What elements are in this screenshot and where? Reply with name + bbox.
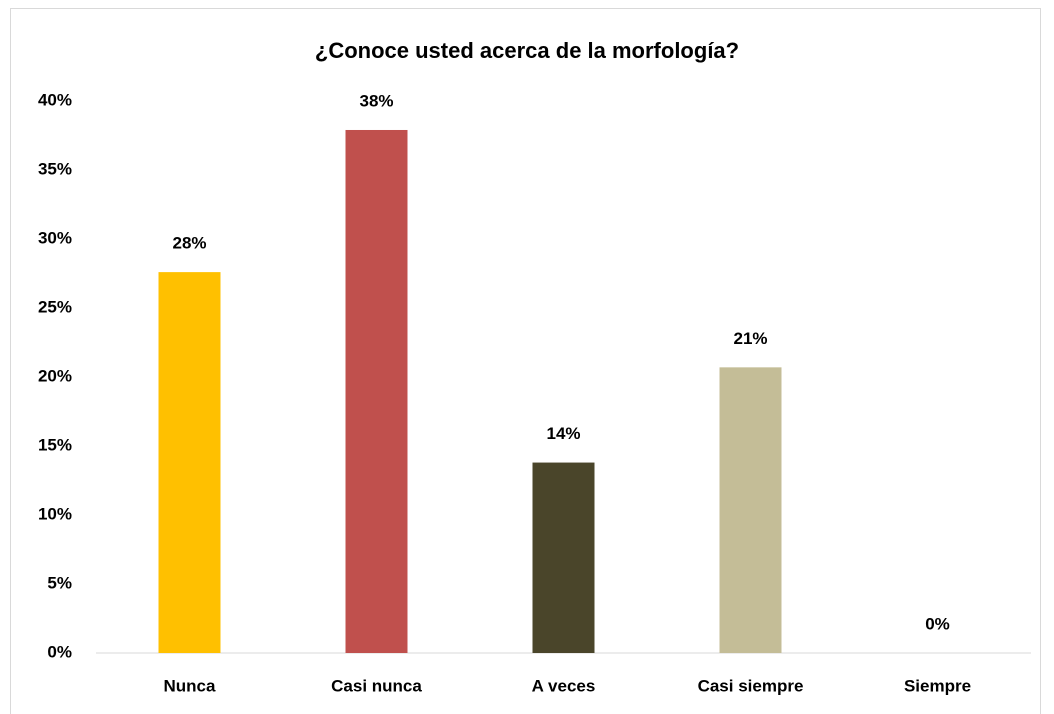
data-label: 0% [925,614,950,633]
y-tick-label: 20% [38,366,72,385]
y-tick-label: 35% [38,159,72,178]
y-tick-label: 30% [38,228,72,247]
y-tick-label: 40% [38,90,72,109]
x-tick-label: Siempre [904,676,971,695]
bar [345,129,408,654]
y-tick-label: 15% [38,435,72,454]
x-tick-label: Nunca [164,676,217,695]
bar [158,272,221,653]
data-label: 38% [359,91,393,110]
y-tick-label: 25% [38,297,72,316]
chart-title: ¿Conoce usted acerca de la morfología? [315,38,739,63]
y-tick-label: 0% [47,642,72,661]
data-label: 14% [546,424,580,443]
y-tick-label: 5% [47,573,72,592]
x-tick-label: A veces [532,676,596,695]
data-label: 28% [172,234,206,253]
bar [719,367,782,653]
bar [532,462,595,653]
y-tick-label: 10% [38,504,72,523]
x-tick-label: Casi siempre [698,676,804,695]
x-tick-label: Casi nunca [331,676,422,695]
data-label: 21% [733,329,767,348]
